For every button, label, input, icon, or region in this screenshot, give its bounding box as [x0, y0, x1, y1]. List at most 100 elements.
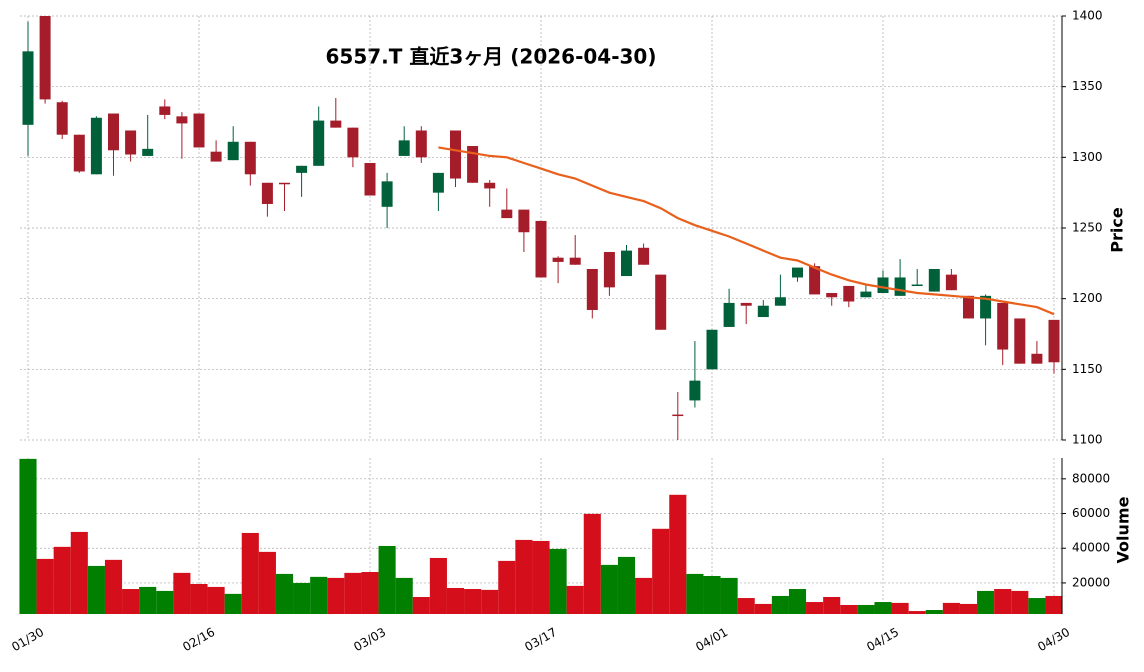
candle-body [467, 146, 479, 183]
volume-bar [908, 611, 926, 614]
volume-bar [53, 546, 71, 614]
candle-body [809, 266, 821, 295]
candle-body [415, 130, 427, 158]
volume-bar [720, 577, 738, 614]
volume-bar [823, 596, 841, 614]
volume-bar [498, 560, 516, 614]
volume-bar [515, 539, 533, 614]
candle-body [638, 247, 650, 265]
volume-bar [395, 577, 413, 614]
candle-body [330, 120, 342, 128]
candle-body [706, 329, 718, 370]
candle-body [484, 182, 496, 189]
candle-body [980, 295, 992, 319]
volume-bar [156, 590, 174, 614]
volume-bar [994, 589, 1012, 614]
volume-bar [173, 572, 191, 614]
volume-bar [481, 589, 499, 614]
candle-body [108, 113, 119, 151]
candle-body [826, 293, 838, 298]
volume-bar [806, 602, 824, 614]
candle-body [142, 148, 154, 156]
volume-bar [857, 604, 875, 614]
candle-body [655, 274, 667, 330]
candle-body [689, 380, 701, 401]
candle-body [347, 127, 359, 158]
volume-bar [566, 585, 584, 614]
candle-body [90, 117, 102, 175]
volume-bar [788, 589, 807, 614]
candle-body [792, 267, 803, 278]
candle-body [586, 268, 598, 310]
candle-body [381, 181, 393, 207]
volume-bar [669, 494, 687, 614]
volume-bar [258, 551, 276, 614]
volume-bar [327, 577, 345, 614]
x-tick-label: 04/01 [693, 625, 730, 654]
chart-title: 6557.T 直近3ヶ月 (2026-04-30) [326, 45, 657, 69]
volume-bar [532, 540, 550, 614]
y-tick-label: 1400 [1072, 9, 1103, 23]
y-tick-label: 1250 [1072, 221, 1103, 235]
candle-body [432, 172, 444, 193]
x-tick-label: 04/15 [864, 625, 901, 654]
volume-bar [686, 573, 704, 614]
volume-bar [617, 556, 636, 614]
x-tick-label: 03/17 [522, 625, 559, 654]
candle-body [125, 130, 137, 155]
volume-bar [583, 513, 601, 614]
candle-body [723, 302, 735, 327]
volume-bar [87, 565, 105, 614]
candle-body [364, 162, 376, 196]
volume-bar [36, 558, 54, 614]
volume-bar [293, 582, 311, 614]
volume-bar [275, 573, 294, 614]
candle-body [244, 141, 256, 175]
volume-bar [652, 528, 670, 614]
y-axis-label: Volume [1114, 496, 1133, 563]
x-tick-label: 04/30 [1035, 625, 1072, 654]
y-tick-label: 1100 [1072, 433, 1103, 447]
candle-body [997, 302, 1009, 350]
volume-bar [19, 458, 37, 614]
x-tick-label: 01/30 [9, 625, 46, 654]
volume-bar [600, 564, 618, 614]
volume-bar [1028, 598, 1046, 614]
candle-body [621, 250, 632, 277]
volume-bar [1011, 590, 1029, 614]
volume-bar [754, 603, 772, 614]
volume-bar [874, 602, 892, 614]
candle-body [928, 268, 940, 292]
candle-body [501, 209, 513, 219]
volume-bar [1045, 595, 1063, 614]
volume-bar [241, 532, 259, 614]
candle-body [1048, 319, 1060, 363]
candle-body [56, 102, 68, 135]
x-tick-label: 03/03 [351, 625, 388, 654]
candle-body [227, 141, 239, 161]
volume-bar [977, 590, 995, 614]
candle-body [176, 116, 188, 124]
candle-body [398, 140, 410, 156]
candle-body [757, 305, 769, 318]
volume-bar [361, 572, 379, 614]
candle-body [860, 291, 872, 298]
volume-bar [771, 595, 789, 614]
volume-bar [224, 593, 242, 614]
candle-body [552, 257, 564, 262]
y-tick-label: 1150 [1072, 362, 1103, 376]
y-tick-label: 1200 [1072, 291, 1103, 305]
volume-bar [104, 559, 123, 614]
volume-bar [737, 598, 755, 614]
y-tick-label: 20000 [1072, 575, 1110, 589]
volume-bar [429, 557, 447, 614]
candle-body [877, 277, 889, 294]
volume-bar [635, 577, 653, 614]
volume-bar [549, 548, 567, 614]
candle-body [22, 51, 34, 125]
volume-bar [122, 589, 140, 614]
candle-body [843, 285, 855, 302]
candle-body [1014, 318, 1026, 364]
